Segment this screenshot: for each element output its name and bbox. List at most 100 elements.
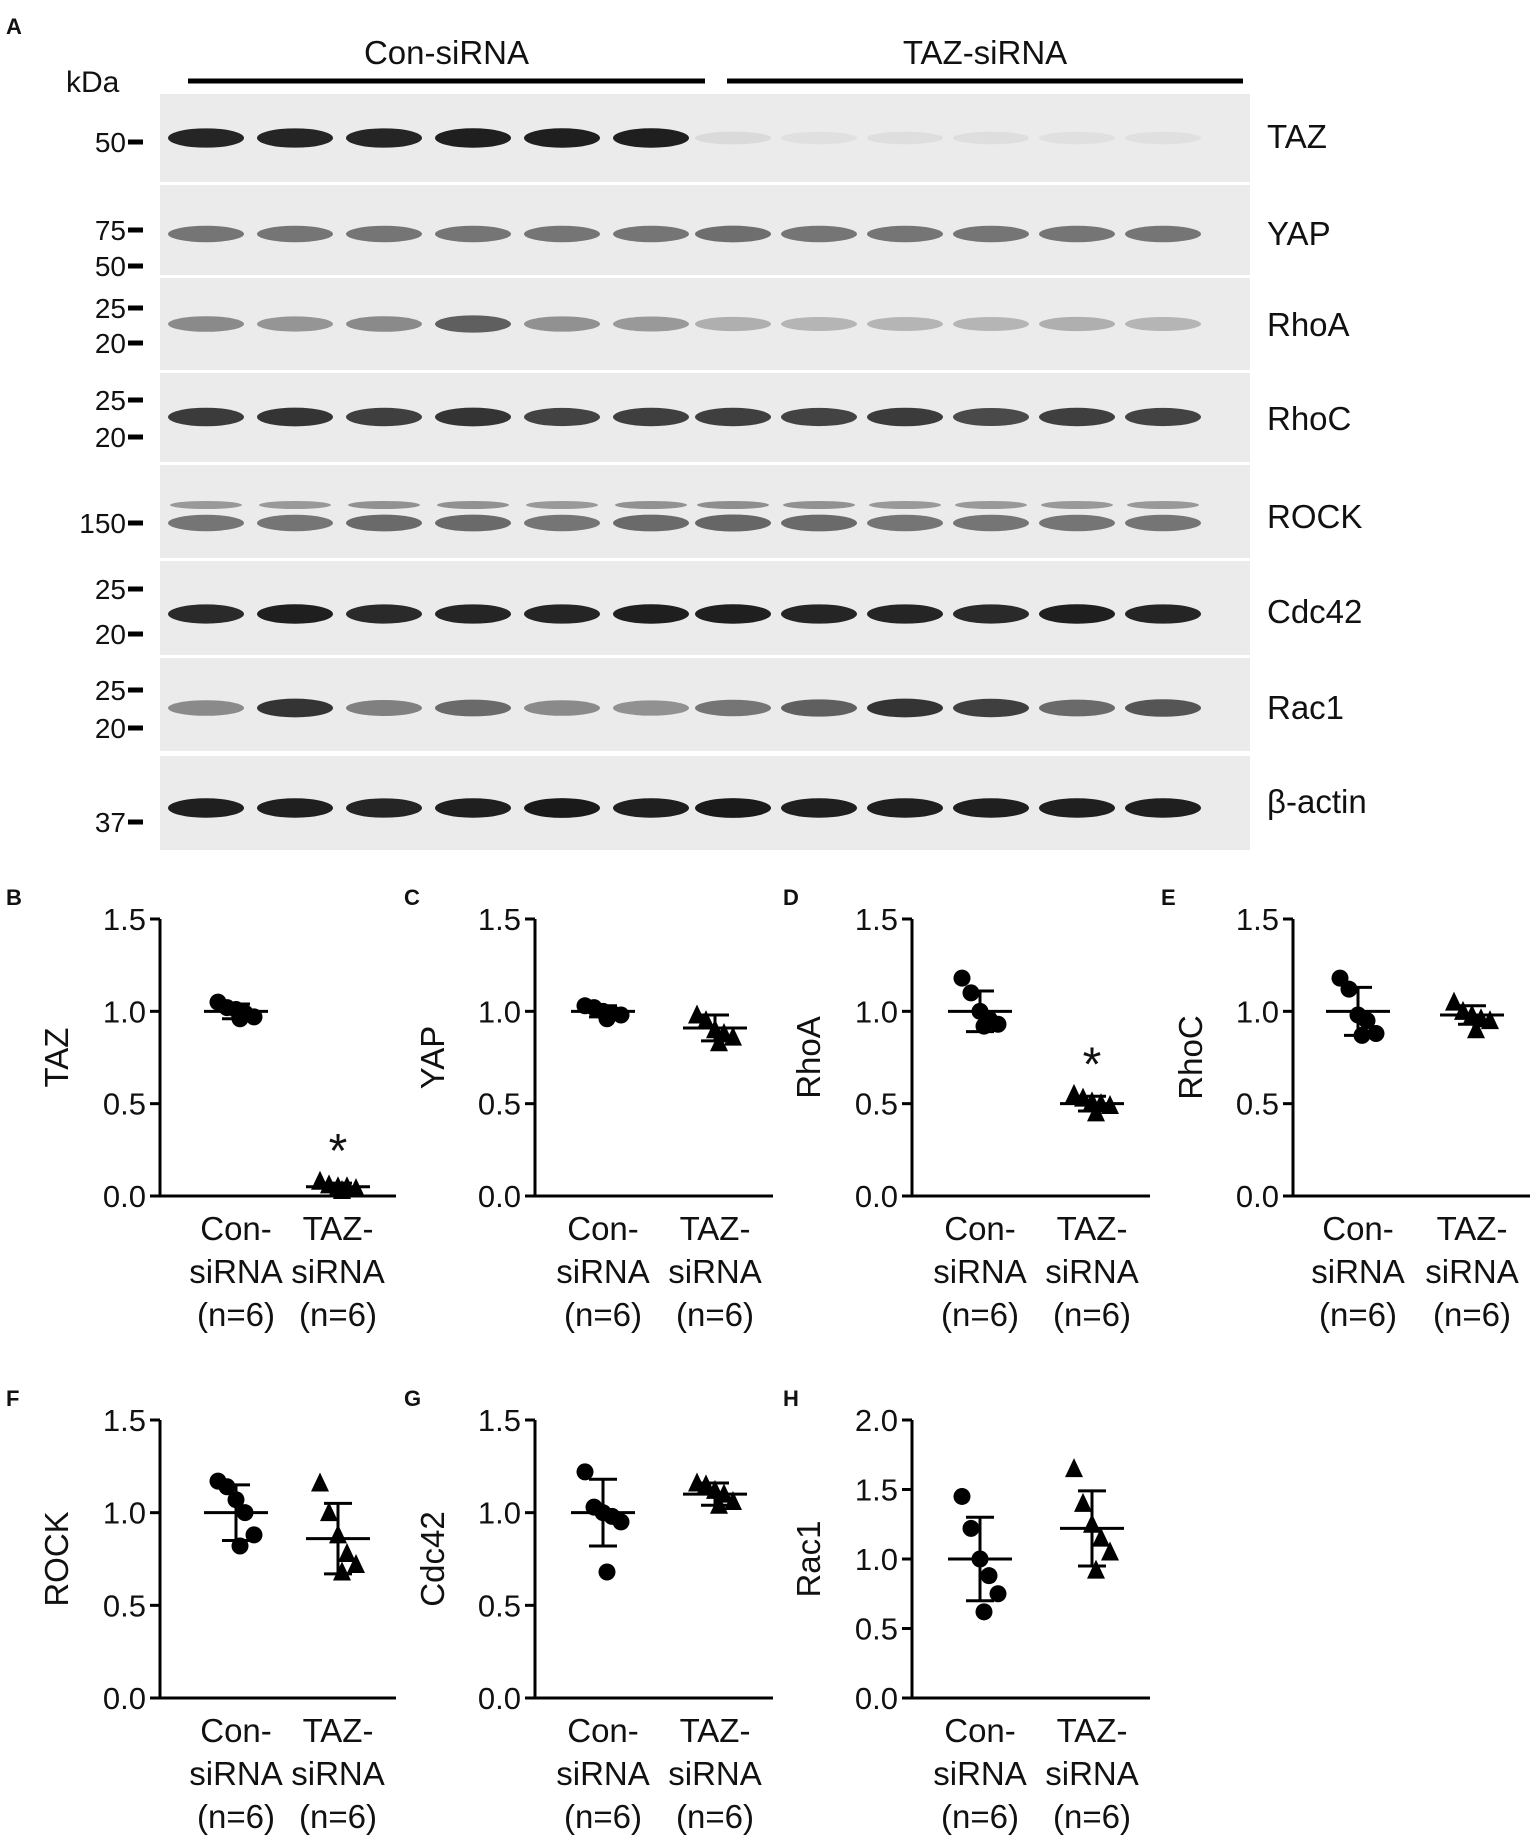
x-category-label: TAZ- bbox=[1437, 1210, 1508, 1247]
data-point-triangle bbox=[697, 1010, 715, 1030]
x-category-label: Con- bbox=[944, 1210, 1016, 1247]
data-point-triangle bbox=[333, 1561, 351, 1581]
blot-band bbox=[257, 316, 333, 332]
blot-band bbox=[781, 798, 857, 818]
x-category-label: siRNA bbox=[291, 1253, 385, 1290]
blot-band bbox=[695, 131, 771, 145]
panel-letter: H bbox=[783, 1386, 799, 1411]
data-point-circle bbox=[953, 1487, 971, 1505]
blot-band bbox=[867, 604, 943, 624]
y-tick-label: 1.5 bbox=[1236, 902, 1279, 937]
blot-band bbox=[781, 604, 857, 624]
blot-band bbox=[524, 604, 600, 624]
data-point-triangle bbox=[1074, 1492, 1092, 1512]
blot-band bbox=[695, 798, 771, 818]
data-point-triangle bbox=[347, 1554, 365, 1574]
chart-panel-f: F 0.0 0.5 1.0 1.5 ROCK Con-siRNA (n=6) TAZ-siRNA… bbox=[6, 1386, 396, 1835]
panel-letter: G bbox=[404, 1386, 421, 1411]
y-tick-label: 1.5 bbox=[478, 902, 521, 937]
x-category-label: TAZ- bbox=[303, 1210, 374, 1247]
blot-band-upper bbox=[526, 501, 598, 509]
data-point-triangle bbox=[1087, 1559, 1105, 1579]
x-category-label: (n=6) bbox=[197, 1798, 275, 1835]
y-axis-label: ROCK bbox=[38, 1511, 75, 1606]
blot-band bbox=[1039, 604, 1115, 624]
blot-band bbox=[524, 407, 600, 427]
blot-band bbox=[867, 225, 943, 243]
chart-panel-c: C 0.0 0.5 1.0 1.5 YAP Con-siRNA (n=6) TAZ-siRNA (… bbox=[404, 885, 773, 1333]
blot-band bbox=[435, 128, 511, 148]
blot-band bbox=[613, 316, 689, 332]
x-category-label: siRNA bbox=[1425, 1253, 1519, 1290]
blot-band-upper bbox=[348, 501, 420, 509]
data-point-triangle bbox=[1065, 1458, 1083, 1478]
chart-panel-h: H 0.0 0.5 1.0 1.5 2.0 Rac1 Con-siRNA (n=6) TAZ-si… bbox=[783, 1386, 1150, 1835]
blot-band bbox=[867, 317, 943, 331]
y-tick-label: 0.0 bbox=[103, 1681, 146, 1716]
x-category-label: TAZ- bbox=[303, 1712, 374, 1749]
blot-band bbox=[257, 128, 333, 148]
blot-band bbox=[1125, 699, 1201, 717]
mw-marker: 20 bbox=[95, 328, 126, 359]
data-point-circle bbox=[962, 984, 980, 1002]
y-tick-label: 1.0 bbox=[103, 1496, 146, 1531]
blot-band bbox=[953, 225, 1029, 243]
x-category-label: TAZ- bbox=[680, 1712, 751, 1749]
blot-band bbox=[524, 798, 600, 818]
blot-band bbox=[435, 315, 511, 333]
protein-label: Cdc42 bbox=[1267, 593, 1362, 630]
x-category-label: (n=6) bbox=[299, 1296, 377, 1333]
blot-band bbox=[1125, 798, 1201, 818]
protein-label: RhoC bbox=[1267, 400, 1351, 437]
blot-band bbox=[953, 131, 1029, 145]
blot-band bbox=[346, 604, 422, 624]
blot-band bbox=[168, 514, 244, 532]
blot-band-upper bbox=[615, 501, 687, 509]
y-tick-label: 0.5 bbox=[855, 1612, 898, 1647]
blot-band bbox=[346, 225, 422, 243]
blot-band bbox=[435, 798, 511, 818]
blot-band-upper bbox=[697, 501, 769, 509]
chart-panel-d: D 0.0 0.5 1.0 1.5 RhoA Con-siRNA (n=6) TAZ-siRNA… bbox=[783, 885, 1150, 1333]
chart-panel-g: G 0.0 0.5 1.0 1.5 Cdc42 Con-siRNA (n=6) TAZ-siRN… bbox=[404, 1386, 773, 1835]
blot-band bbox=[257, 225, 333, 243]
x-category-label: (n=6) bbox=[941, 1296, 1019, 1333]
blot-band bbox=[781, 699, 857, 717]
data-point-circle bbox=[576, 1463, 594, 1481]
data-point-triangle bbox=[1092, 1527, 1110, 1547]
x-category-label: Con- bbox=[944, 1712, 1016, 1749]
x-category-label: siRNA bbox=[556, 1755, 650, 1792]
blot-band bbox=[524, 700, 600, 716]
blot-band bbox=[781, 131, 857, 145]
mw-marker: 20 bbox=[95, 713, 126, 744]
panel-letter: C bbox=[404, 885, 420, 910]
mw-marker: 37 bbox=[95, 807, 126, 838]
x-category-label: (n=6) bbox=[676, 1798, 754, 1835]
data-point-triangle bbox=[1467, 1019, 1485, 1039]
y-tick-label: 1.0 bbox=[1236, 994, 1279, 1029]
blot-band bbox=[867, 407, 943, 427]
blot-band bbox=[781, 317, 857, 331]
y-tick-label: 1.5 bbox=[103, 1403, 146, 1438]
y-tick-label: 0.5 bbox=[103, 1087, 146, 1122]
blot-band bbox=[257, 604, 333, 624]
blot-band-upper bbox=[1127, 501, 1199, 509]
blot-band bbox=[781, 514, 857, 532]
x-category-label: Con- bbox=[200, 1712, 272, 1749]
blot-band bbox=[1039, 407, 1115, 427]
blot-band bbox=[435, 699, 511, 717]
x-category-label: (n=6) bbox=[299, 1798, 377, 1835]
blot-band-upper bbox=[1041, 501, 1113, 509]
blot-band bbox=[346, 316, 422, 332]
blot-band bbox=[695, 316, 771, 332]
x-category-label: Con- bbox=[1322, 1210, 1394, 1247]
y-tick-label: 2.0 bbox=[855, 1403, 898, 1438]
data-point-circle bbox=[1367, 1024, 1385, 1042]
mw-marker: 50 bbox=[95, 251, 126, 282]
mw-marker: 25 bbox=[95, 293, 126, 324]
blot-band-upper bbox=[259, 501, 331, 509]
data-point-circle bbox=[598, 1563, 616, 1581]
x-category-label: TAZ- bbox=[1057, 1210, 1128, 1247]
blot-band bbox=[1125, 131, 1201, 145]
